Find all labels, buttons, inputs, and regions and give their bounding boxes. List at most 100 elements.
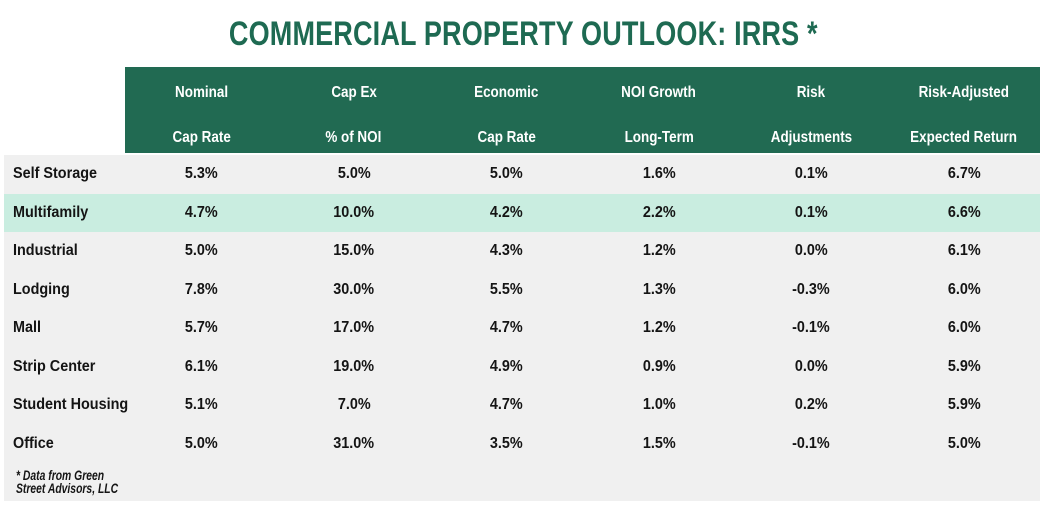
row-label: Self Storage xyxy=(4,165,125,183)
row-label: Lodging xyxy=(4,281,125,299)
footnote-line-2-text: Street Advisors, LLC xyxy=(16,480,119,496)
table-cell-text: 6.6% xyxy=(947,203,981,221)
table-cell-text: 6.0% xyxy=(947,319,981,337)
table-cell: 5.7% xyxy=(125,319,278,337)
table-cell: 7.8% xyxy=(125,281,278,299)
table-cell-text: 1.5% xyxy=(642,434,676,452)
table-cell: 5.3% xyxy=(125,165,278,183)
table-cell-text: 1.6% xyxy=(642,165,676,183)
table-cell-text: 5.0% xyxy=(184,434,218,452)
table-cell-text: 5.0% xyxy=(489,165,523,183)
page-title-text: COMMERCIAL PROPERTY OUTLOOK: IRRS * xyxy=(228,14,818,53)
table-cell-text: 1.2% xyxy=(642,242,676,260)
column-header-2-line-1: Cap Ex xyxy=(278,85,431,101)
row-label: Strip Center xyxy=(4,358,125,376)
table-cell: 1.0% xyxy=(583,396,736,414)
row-label-text: Mall xyxy=(13,319,42,337)
table-cell-text: 0.2% xyxy=(794,396,828,414)
column-header-1: Nominal Cap Rate xyxy=(125,67,278,153)
table-cell: 5.0% xyxy=(888,435,1041,453)
table-cell: 6.0% xyxy=(888,281,1041,299)
column-header-3-line-2: Cap Rate xyxy=(430,129,583,146)
table-cell-text: 19.0% xyxy=(333,357,375,375)
table-cell-text: 1.3% xyxy=(642,280,676,298)
table-cell: 6.7% xyxy=(888,165,1041,183)
column-header-5-line-1: Risk xyxy=(735,85,888,101)
column-header-1-line-2: Cap Rate xyxy=(125,128,278,146)
column-header-3: Economic Cap Rate xyxy=(430,67,583,153)
row-label-text: Self Storage xyxy=(13,165,98,183)
column-header-text: Economic xyxy=(474,84,539,101)
row-label: Multifamily xyxy=(4,204,125,222)
table-cell-text: 5.9% xyxy=(947,357,981,375)
table-row-office: Office 5.0% 31.0% 3.5% 1.5% -0.1% 5.0% xyxy=(4,424,1041,463)
table-cell: 0.2% xyxy=(735,396,888,414)
table-cell: 0.0% xyxy=(735,358,888,376)
table-cell-text: 5.3% xyxy=(184,165,218,183)
column-header-4-line-1: NOI Growth xyxy=(583,85,736,101)
table-cell-text: 5.1% xyxy=(184,396,218,414)
table-cell-text: 0.0% xyxy=(794,242,828,260)
table-cell: 3.5% xyxy=(430,435,583,453)
table-cell-text: 4.7% xyxy=(489,319,523,337)
table-cell: 1.3% xyxy=(583,281,736,299)
row-label: Industrial xyxy=(4,242,125,260)
column-header-6-line-1: Risk-Adjusted xyxy=(888,85,1041,101)
table-cell-text: 15.0% xyxy=(333,242,375,260)
table-cell-text: 4.3% xyxy=(489,242,523,260)
column-header-text: Cap Ex xyxy=(330,84,377,101)
table-cell-text: 5.5% xyxy=(489,280,523,298)
row-label-text: Lodging xyxy=(13,280,70,298)
table-cell-text: 5.9% xyxy=(947,396,981,414)
table-cell: 17.0% xyxy=(278,319,431,337)
column-header-2-line-2: % of NOI xyxy=(278,129,431,146)
column-header-1-line-1: Nominal xyxy=(125,85,278,101)
table-cell: 15.0% xyxy=(278,242,431,260)
column-header-text: Risk xyxy=(797,84,826,101)
table-cell: 31.0% xyxy=(278,435,431,453)
column-header-5: Risk Adjustments xyxy=(735,67,888,153)
table-cell: 6.1% xyxy=(125,358,278,376)
table-cell-text: 7.0% xyxy=(337,396,371,414)
table-cell: 10.0% xyxy=(278,204,431,222)
table-cell: 1.2% xyxy=(583,319,736,337)
column-header-text: Risk-Adjusted xyxy=(918,84,1009,101)
table-row-strip-center: Strip Center 6.1% 19.0% 4.9% 0.9% 0.0% 5.9% xyxy=(4,347,1041,386)
table-cell-text: 4.9% xyxy=(489,357,523,375)
table-cell: -0.1% xyxy=(735,435,888,453)
table-cell-text: -0.3% xyxy=(792,280,831,298)
column-header-6: Risk-Adjusted Expected Return xyxy=(888,67,1041,153)
row-label: Office xyxy=(4,435,125,453)
table-cell: 4.9% xyxy=(430,358,583,376)
row-label-text: Strip Center xyxy=(13,357,96,375)
table-cell: 4.7% xyxy=(430,396,583,414)
row-label: Mall xyxy=(4,319,125,337)
table-cell-text: 5.7% xyxy=(184,319,218,337)
table-cell: -0.3% xyxy=(735,281,888,299)
table-cell: 5.0% xyxy=(125,242,278,260)
table-cell: 5.9% xyxy=(888,358,1041,376)
table-cell-text: 30.0% xyxy=(333,280,375,298)
table-row-industrial: Industrial 5.0% 15.0% 4.3% 1.2% 0.0% 6.1% xyxy=(4,232,1040,271)
row-label: Student Housing xyxy=(4,396,128,414)
table-cell-text: 4.7% xyxy=(489,396,523,414)
table-cell-text: 0.0% xyxy=(794,357,828,375)
table-cell-text: -0.1% xyxy=(792,319,831,337)
table-cell-text: 0.1% xyxy=(794,165,828,183)
table-cell: 0.1% xyxy=(735,165,888,183)
table-cell: 7.0% xyxy=(278,396,431,414)
table-cell-text: 2.2% xyxy=(642,203,676,221)
table-cell: 5.1% xyxy=(125,396,278,414)
table-cell-text: 0.1% xyxy=(794,203,828,221)
table-cell-text: 6.7% xyxy=(947,165,981,183)
footnote-line-1-text: * Data from Green xyxy=(16,467,105,483)
column-header-text: Nominal xyxy=(174,84,228,101)
table-cell-text: 10.0% xyxy=(333,203,375,221)
table-cell-text: 3.5% xyxy=(489,434,523,452)
column-header-text: Cap Rate xyxy=(172,128,231,146)
table-cell-text: -0.1% xyxy=(792,434,831,452)
column-header-text: Long-Term xyxy=(624,128,694,146)
footnote-line-2: Street Advisors, LLC xyxy=(16,480,1040,496)
footnote: * Data from Green Street Advisors, LLC xyxy=(4,463,1040,501)
